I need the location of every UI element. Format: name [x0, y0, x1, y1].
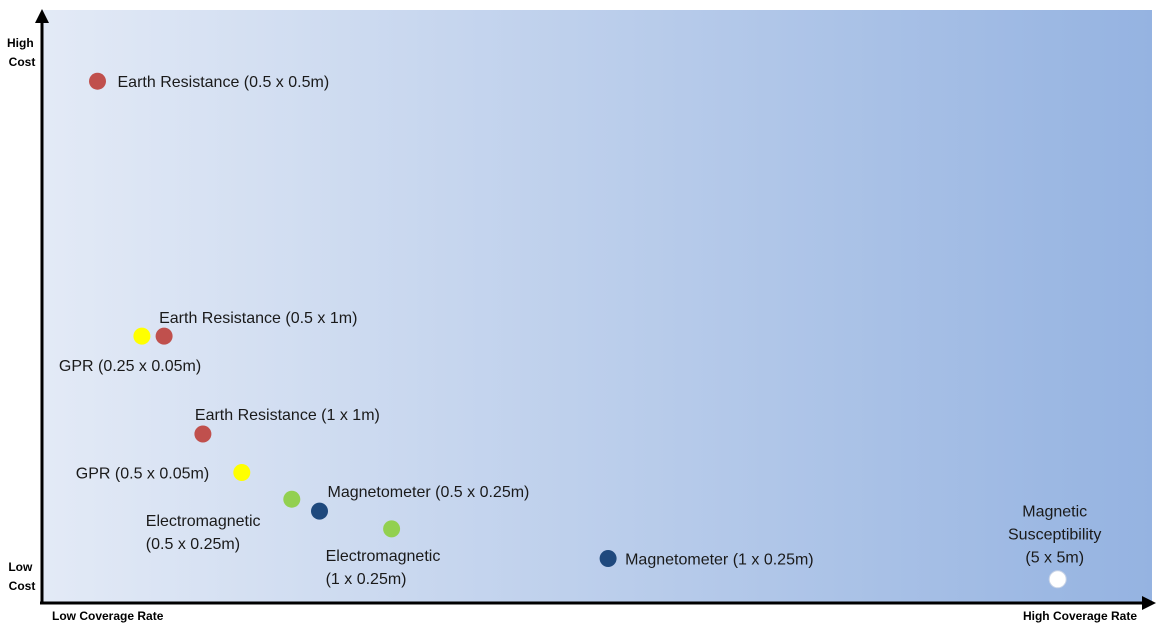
point-electromagnetic-05x025: Electromagnetic (0.5 x 0.25m) — [146, 490, 301, 553]
label-line: Susceptibility — [1008, 526, 1101, 543]
marker-electromagnetic-1x025 — [383, 520, 401, 538]
label-earth-resistance-05x1: Earth Resistance (0.5 x 1m) — [159, 310, 357, 327]
label-line: Magnetic — [1022, 503, 1087, 520]
label-electromagnetic-1x025: Electromagnetic (1 x 0.25m) — [326, 548, 441, 588]
label-earth-resistance-1x1: Earth Resistance (1 x 1m) — [195, 407, 380, 424]
marker-earth-resistance-1x1 — [194, 425, 212, 443]
point-magnetic-susceptibility-5x5: Magnetic Susceptibility (5 x 5m) — [1008, 503, 1101, 589]
label-line: Magnetometer (0.5 x 0.25m) — [328, 484, 530, 501]
label-line: GPR (0.25 x 0.05m) — [59, 358, 201, 375]
point-magnetometer-1x025: Magnetometer (1 x 0.25m) — [599, 550, 814, 569]
marker-gpr-05x005 — [233, 464, 251, 481]
label-electromagnetic-05x025: Electromagnetic (0.5 x 0.25m) — [146, 513, 261, 553]
y-low-line-1: Low — [8, 560, 33, 574]
label-line: (0.5 x 0.25m) — [146, 536, 240, 553]
point-earth-resistance-1x1: Earth Resistance (1 x 1m) — [194, 407, 380, 443]
marker-magnetometer-05x025 — [311, 502, 328, 520]
data-points: Earth Resistance (0.5 x 0.5m) Earth Resis… — [59, 72, 1101, 589]
x-axis-low-label: Low Coverage Rate — [52, 609, 164, 623]
y-axis-low-label: Low Cost — [8, 560, 35, 593]
marker-gpr-025x005 — [133, 327, 151, 345]
point-gpr-05x005: GPR (0.5 x 0.05m) — [76, 464, 251, 483]
label-line: Electromagnetic — [146, 513, 261, 530]
label-earth-resistance-05x05: Earth Resistance (0.5 x 0.5m) — [118, 74, 330, 91]
y-low-line-2: Cost — [9, 579, 36, 593]
label-line: (1 x 0.25m) — [326, 571, 407, 588]
plot-background — [42, 10, 1152, 602]
label-magnetometer-05x025: Magnetometer (0.5 x 0.25m) — [328, 484, 530, 501]
label-line: GPR (0.5 x 0.05m) — [76, 466, 209, 483]
marker-earth-resistance-05x05 — [89, 72, 106, 90]
label-line: (5 x 5m) — [1025, 549, 1084, 566]
x-axis-high-label: High Coverage Rate — [1023, 609, 1137, 623]
y-high-line-2: Cost — [9, 55, 36, 69]
marker-electromagnetic-05x025 — [283, 490, 301, 508]
marker-earth-resistance-05x1 — [155, 327, 173, 345]
axes — [35, 9, 1156, 610]
label-magnetic-susceptibility-5x5: Magnetic Susceptibility (5 x 5m) — [1008, 503, 1101, 566]
y-axis-arrowhead — [35, 9, 49, 23]
label-line: Earth Resistance (0.5 x 0.5m) — [118, 74, 330, 91]
point-earth-resistance-05x1: Earth Resistance (0.5 x 1m) — [155, 310, 357, 345]
marker-magnetic-susceptibility-5x5 — [1048, 570, 1067, 589]
label-line: Earth Resistance (1 x 1m) — [195, 407, 380, 424]
label-line: Magnetometer (1 x 0.25m) — [625, 552, 814, 569]
point-magnetometer-05x025: Magnetometer (0.5 x 0.25m) — [311, 484, 530, 520]
point-earth-resistance-05x05: Earth Resistance (0.5 x 0.5m) — [89, 72, 330, 91]
label-gpr-025x005: GPR (0.25 x 0.05m) — [59, 358, 201, 375]
label-magnetometer-1x025: Magnetometer (1 x 0.25m) — [625, 552, 814, 569]
label-line: Electromagnetic — [326, 548, 441, 565]
x-axis-arrowhead — [1142, 596, 1156, 610]
y-axis-high-label: High Cost — [7, 36, 37, 69]
label-line: Earth Resistance (0.5 x 1m) — [159, 310, 357, 327]
label-gpr-05x005: GPR (0.5 x 0.05m) — [76, 466, 209, 483]
point-electromagnetic-1x025: Electromagnetic (1 x 0.25m) — [326, 520, 441, 588]
marker-magnetometer-1x025 — [599, 550, 617, 567]
y-high-line-1: High — [7, 36, 34, 50]
point-gpr-025x005: GPR (0.25 x 0.05m) — [59, 327, 201, 375]
